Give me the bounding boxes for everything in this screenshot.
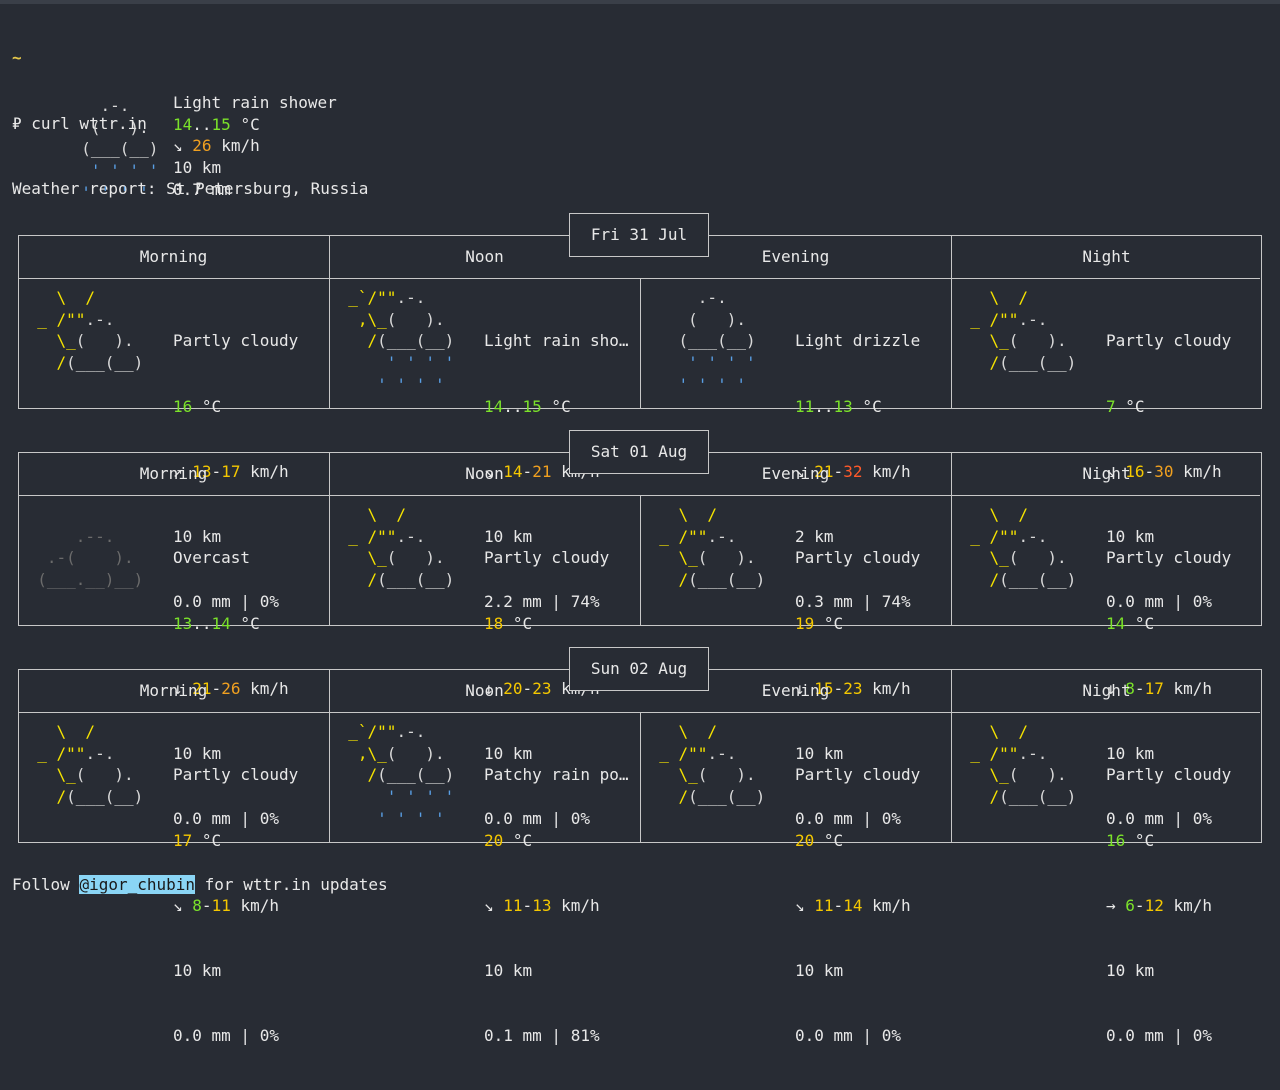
period-header-morning: Morning [139,464,208,483]
overcast-icon: .--. .-( ). (___.__)__) [37,526,144,590]
period-header-noon: Noon [465,247,504,266]
footer-follow-line: Follow @igor_chubin for wttr.in updates [12,875,388,894]
window-top-strip [0,0,1280,4]
partly-cloudy-icon: \ / _ /"".-. \_( ). /(___(__) [640,505,766,590]
period-header-row [18,235,1260,279]
period-header-night: Night [1082,464,1131,483]
forecast-day-1: Morning Noon Evening Night Fri 31 Jul \ … [18,213,1262,611]
light-rain-icon: _`/"".-. ,\_( ). /(___(__) ' ' ' ' ' ' '… [329,288,455,394]
command-line: ₽ curl wttr.in [12,113,147,133]
period-header-noon: Noon [465,681,504,700]
current-visibility: 10 km [173,158,222,178]
date-label: Sun 02 Aug [569,647,709,691]
period-header-night: Night [1082,681,1131,700]
terminal-output: ~ ₽ curl wttr.in Weather report: St Pete… [12,4,368,221]
date-label: Sat 01 Aug [569,430,709,474]
report-title: Weather report: St Petersburg, Russia [12,178,369,198]
partly-cloudy-icon: \ / _ /"".-. \_( ). /(___(__) [329,505,455,590]
partly-cloudy-icon: \ / _ /"".-. \_( ). /(___(__) [951,288,1077,373]
period-header-row [18,452,1260,496]
date-label: Fri 31 Jul [569,213,709,257]
partly-cloudy-icon: \ / _ /"".-. \_( ). /(___(__) [951,722,1077,807]
patchy-rain-icon: _`/"".-. ,\_( ). /(___(__) ' ' ' ' ' ' '… [329,722,455,828]
period-header-morning: Morning [139,681,208,700]
current-conditions: Light rain shower 14..15 °C ↘ 26 km/h 10… [173,92,337,200]
forecast-day-3: Morning Noon Evening Night Sun 02 Aug \ … [18,647,1262,1045]
partly-cloudy-icon: \ / _ /"".-. \_( ). /(___(__) [951,505,1077,590]
partly-cloudy-icon: \ / _ /"".-. \_( ). /(___(__) [18,288,144,373]
forecast-day-2: Morning Noon Evening Night Sat 01 Aug .-… [18,430,1262,828]
current-precip: 0.7 mm [173,179,231,199]
period-header-morning: Morning [139,247,208,266]
partly-cloudy-icon: \ / _ /"".-. \_( ). /(___(__) [18,722,144,807]
light-drizzle-icon: .-. ( ). (___(__) ' ' ' ' ' ' ' ' [640,288,756,394]
cwd-tilde: ~ [12,48,22,68]
current-desc: Light rain shower [173,93,337,112]
period-header-evening: Evening [761,464,830,483]
period-header-evening: Evening [761,681,830,700]
current-wind: ↘ 26 km/h [173,136,260,156]
period-header-night: Night [1082,247,1131,266]
partly-cloudy-icon: \ / _ /"".-. \_( ). /(___(__) [640,722,766,807]
period-header-row [18,669,1260,713]
current-temp: 14..15 °C [173,114,260,134]
twitter-handle-link[interactable]: @igor_chubin [79,875,196,894]
period-header-noon: Noon [465,464,504,483]
current-weather-art: .-. ( ). (___(__) ' ' ' ' ' ' ' ' [62,96,159,202]
period-header-evening: Evening [761,247,830,266]
